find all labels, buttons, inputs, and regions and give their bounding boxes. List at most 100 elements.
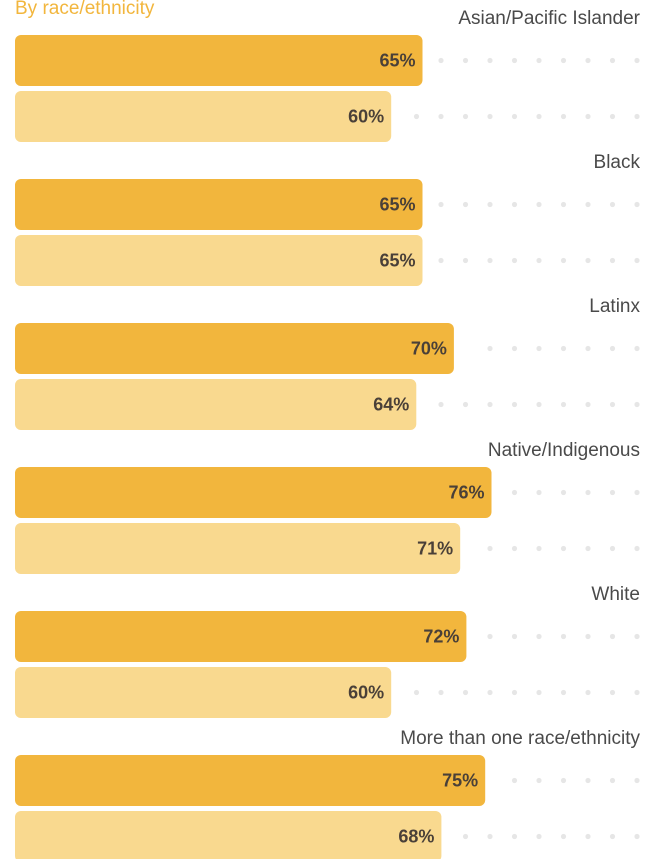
track-dot (634, 201, 640, 208)
track-dot (585, 113, 591, 120)
track-dot (585, 57, 591, 64)
dot-track (462, 833, 640, 840)
track-dot (560, 57, 567, 64)
track-dot (609, 201, 616, 208)
bar (15, 811, 442, 859)
track-dot (634, 833, 640, 840)
bar-value-label: 68% (398, 827, 434, 847)
track-dot (585, 689, 591, 696)
track-dot (609, 401, 616, 408)
track-dot (487, 833, 493, 840)
track-dot (438, 689, 444, 696)
track-dot (585, 545, 591, 552)
dot-track (413, 689, 640, 696)
track-dot (560, 201, 567, 208)
bar-value-label: 60% (348, 683, 384, 703)
track-dot (536, 833, 542, 840)
dot-track (438, 57, 640, 64)
track-dot (560, 113, 567, 120)
category-label: White (591, 584, 640, 605)
bar-group: Asian/Pacific Islander 65% 60% (15, 8, 641, 142)
track-dot (487, 689, 493, 696)
track-dot (511, 401, 518, 408)
track-dot (634, 777, 640, 784)
track-dot (438, 57, 444, 64)
track-dot (585, 833, 591, 840)
track-dot (487, 57, 493, 64)
track-dot (536, 113, 542, 120)
track-dot (609, 345, 616, 352)
track-dot (634, 113, 640, 120)
track-dot (634, 489, 640, 496)
track-dot (511, 689, 518, 696)
track-dot (511, 257, 518, 264)
track-dot (462, 401, 469, 408)
track-dot (536, 201, 542, 208)
track-dot (560, 489, 567, 496)
track-dot (609, 545, 616, 552)
track-dot (560, 633, 567, 640)
bar-value-label: 71% (417, 539, 453, 559)
dot-track (413, 113, 640, 120)
track-dot (585, 257, 591, 264)
track-dot (536, 545, 542, 552)
track-dot (536, 401, 542, 408)
bar (15, 667, 392, 718)
bar-group: Latinx 70% 64% (15, 296, 640, 430)
track-dot (487, 633, 493, 640)
bar-value-label: 65% (379, 51, 415, 71)
track-dot (585, 633, 591, 640)
track-dot (634, 345, 640, 352)
track-dot (609, 833, 616, 840)
bar (15, 179, 423, 230)
track-dot (536, 345, 542, 352)
track-dot (487, 201, 493, 208)
track-dot (585, 777, 591, 784)
track-dot (487, 545, 493, 552)
track-dot (462, 257, 469, 264)
dot-track (487, 633, 640, 640)
track-dot (438, 257, 444, 264)
bar (15, 467, 492, 518)
dot-track (487, 545, 640, 552)
bar-groups: Asian/Pacific Islander 65% 60% Black 65% 65% L… (15, 8, 641, 859)
track-dot (560, 545, 567, 552)
track-dot (585, 201, 591, 208)
bar (15, 235, 423, 286)
track-dot (609, 689, 616, 696)
track-dot (560, 777, 567, 784)
bar-value-label: 60% (348, 107, 384, 127)
track-dot (487, 257, 493, 264)
track-dot (462, 113, 469, 120)
track-dot (462, 57, 469, 64)
category-label: Black (594, 152, 641, 173)
track-dot (511, 833, 518, 840)
bar-value-label: 76% (448, 483, 484, 503)
track-dot (413, 113, 420, 120)
track-dot (536, 257, 542, 264)
dot-track (511, 777, 640, 784)
track-dot (536, 689, 542, 696)
track-dot (487, 113, 493, 120)
track-dot (462, 201, 469, 208)
dot-track (511, 489, 640, 496)
track-dot (462, 833, 469, 840)
category-label: Native/Indigenous (488, 440, 640, 461)
track-dot (560, 833, 567, 840)
bar (15, 611, 467, 662)
track-dot (634, 545, 640, 552)
track-dot (536, 777, 542, 784)
track-dot (634, 401, 640, 408)
track-dot (438, 113, 444, 120)
track-dot (560, 345, 567, 352)
dot-track (487, 345, 640, 352)
category-label: More than one race/ethnicity (400, 728, 640, 749)
track-dot (438, 401, 444, 408)
track-dot (560, 257, 567, 264)
bar (15, 323, 454, 374)
track-dot (511, 777, 518, 784)
bar-group: More than one race/ethnicity 75% 68% (15, 728, 640, 859)
category-label: Asian/Pacific Islander (458, 8, 640, 29)
track-dot (511, 345, 518, 352)
